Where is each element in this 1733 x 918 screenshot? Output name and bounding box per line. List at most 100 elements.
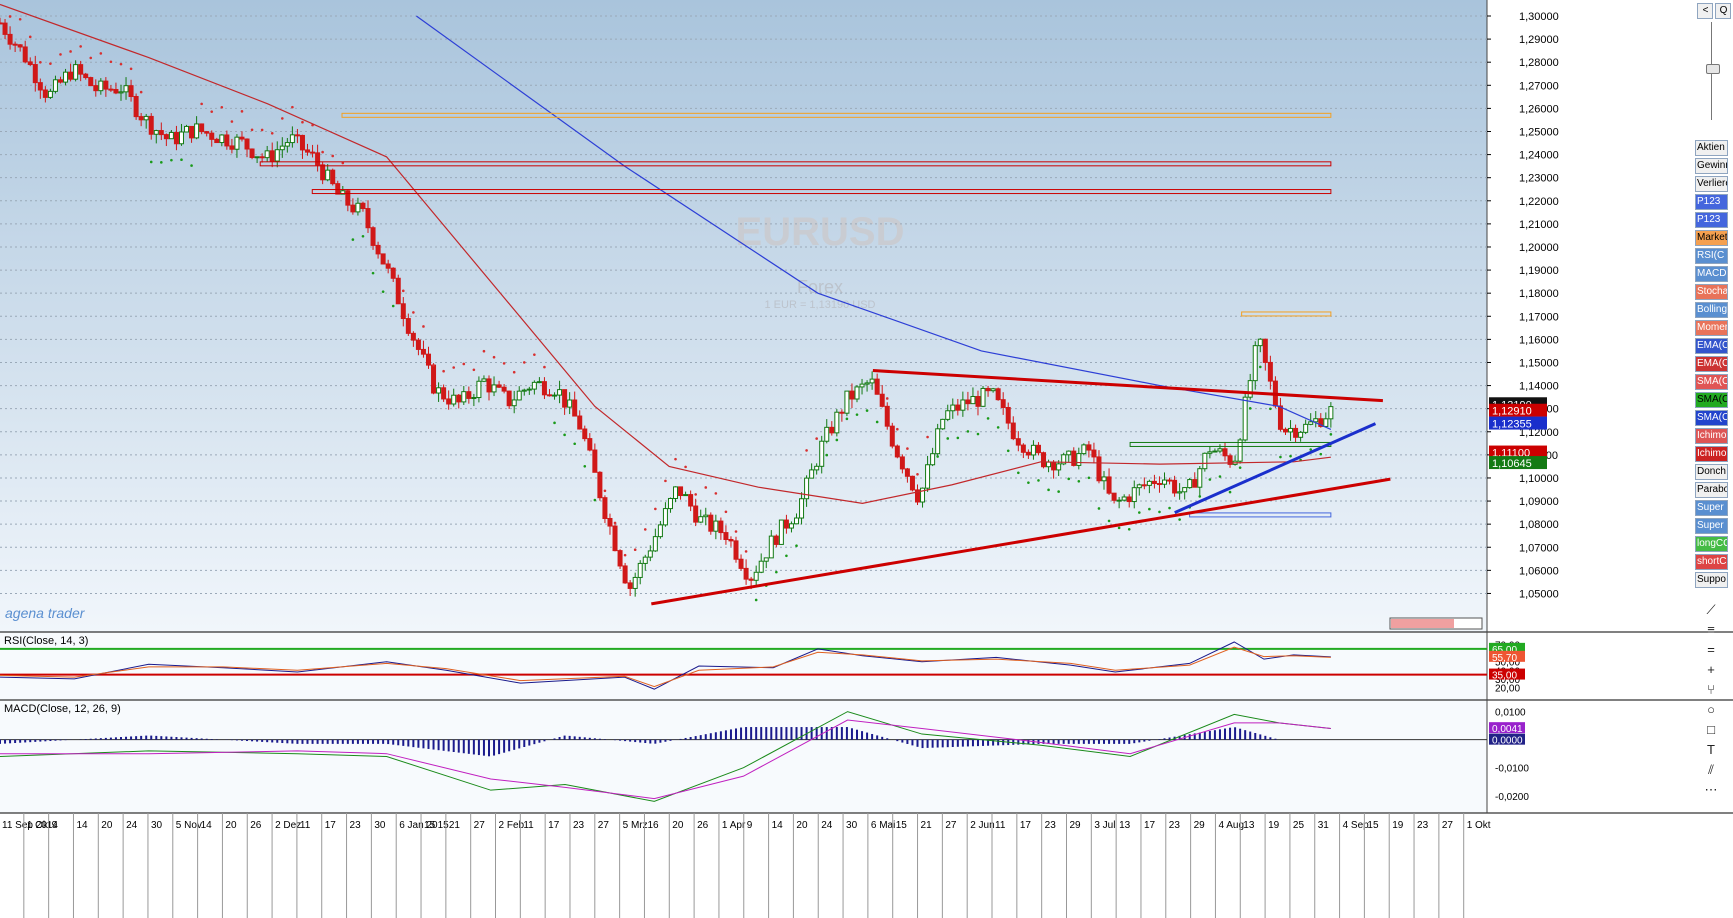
candle-body (199, 123, 205, 133)
psar-dot (1077, 480, 1081, 483)
candle-body (279, 145, 285, 151)
psar-dot (139, 90, 143, 94)
line-tool-icon[interactable]: ⟋ (1706, 602, 1716, 617)
psar-dot (1238, 466, 1242, 469)
indicator-button[interactable]: MACD (1695, 266, 1728, 282)
fork-tool-icon[interactable]: ⑂ (1707, 682, 1715, 697)
candle-body (249, 148, 255, 158)
y-tick-label: 1,06000 (1519, 565, 1559, 577)
candle-body (541, 381, 547, 396)
search-button[interactable]: Q (1715, 3, 1731, 19)
candle-body (163, 134, 169, 140)
candle-body (496, 384, 502, 388)
candle-body (1081, 444, 1087, 455)
candle-body (955, 404, 961, 411)
candle-body (365, 208, 371, 229)
indicator-button[interactable]: Super (1695, 500, 1728, 516)
zoom-slider-thumb[interactable] (1706, 64, 1720, 74)
psar-dot (926, 435, 929, 439)
candle-body (446, 398, 452, 405)
psar-dot (160, 161, 163, 164)
indicator-button[interactable]: Market (1695, 230, 1728, 246)
psar-dot (1127, 527, 1131, 531)
candle-body (461, 391, 467, 403)
back-button[interactable]: < (1697, 3, 1713, 19)
horizontal-level (259, 161, 1332, 167)
x-tick-label: 29 (1194, 820, 1206, 831)
psar-dot (281, 117, 284, 120)
psar-dot (321, 150, 324, 154)
candle-body (47, 90, 53, 98)
indicator-button[interactable]: EMA(C (1695, 338, 1728, 354)
candle-body (839, 411, 845, 414)
candle-body (768, 535, 774, 559)
indicator-button[interactable]: EMA(C (1695, 356, 1728, 372)
psar-dot (1329, 433, 1333, 436)
candle-body (884, 405, 890, 427)
indicator-button[interactable]: Super (1695, 518, 1728, 534)
psar-dot (875, 420, 879, 424)
candle-body (980, 387, 986, 407)
indicator-button[interactable]: Donch (1695, 464, 1728, 480)
hlines-icon[interactable]: ≡ (1707, 622, 1715, 637)
psar-dot (1158, 510, 1161, 514)
psar-dot (684, 465, 687, 469)
ellipse-tool-icon[interactable]: ○ (1707, 702, 1715, 717)
indicator-button[interactable]: P123 (1695, 212, 1728, 228)
channel-tool-icon[interactable]: ⫽ (1708, 762, 1714, 777)
candle-body (264, 150, 270, 159)
candle-body (400, 303, 406, 320)
candle-body (632, 576, 638, 589)
candle-body (1000, 399, 1006, 408)
y-tick-label: 1,25000 (1519, 126, 1559, 138)
x-tick-label: 23 (1169, 820, 1181, 831)
psar-dot (1198, 495, 1202, 498)
indicator-button[interactable]: Verlierer (1695, 176, 1728, 192)
candle-body (617, 550, 623, 567)
indicator-button[interactable]: Moment (1695, 320, 1728, 336)
candle-body (178, 131, 184, 145)
candle-body (673, 486, 679, 499)
indicator-button[interactable]: SMA(C (1695, 410, 1728, 426)
candle-body (123, 85, 129, 93)
candle-body (693, 505, 699, 523)
candle-body (642, 556, 648, 564)
indicator-button[interactable]: longCC (1695, 536, 1728, 552)
x-tick-label: 20 (796, 820, 808, 831)
indicator-button[interactable]: SMA(C (1695, 374, 1728, 390)
indicator-button[interactable]: P123 (1695, 194, 1728, 210)
candle-body (531, 381, 537, 390)
indicator-button[interactable]: Ichimo (1695, 446, 1728, 462)
indicator-button[interactable]: Gewinn (1695, 158, 1728, 174)
indicator-button[interactable]: Aktien (1695, 140, 1728, 156)
candle-body (652, 536, 658, 552)
macd-line (0, 711, 1331, 802)
macd-current-label: 0,0000 (1492, 736, 1523, 747)
candle-body (950, 404, 956, 412)
indicator-button[interactable]: Ichimo (1695, 428, 1728, 444)
indicator-button[interactable]: SMA(C (1695, 392, 1728, 408)
candle-body (1131, 487, 1137, 503)
candle-body (1207, 451, 1213, 454)
indicator-button[interactable]: Stochas (1695, 284, 1728, 300)
indicator-button[interactable]: RSI(C (1695, 248, 1728, 264)
indicator-button[interactable]: shortC (1695, 554, 1728, 570)
equals-icon[interactable]: = (1707, 642, 1715, 657)
text-tool-icon[interactable]: T (1707, 742, 1715, 757)
indicator-button[interactable]: Bolling (1695, 302, 1728, 318)
candle-body (88, 77, 94, 87)
candle-body (168, 131, 174, 140)
indicator-button[interactable]: Suppo (1695, 572, 1728, 588)
indicator-button[interactable]: Parabo (1695, 482, 1728, 498)
candle-body (1030, 444, 1036, 456)
candles-group (0, 17, 1334, 597)
rectangle-tool-icon[interactable]: □ (1707, 722, 1715, 737)
candle-body (587, 438, 593, 451)
psar-dot (49, 62, 52, 65)
candle-body (582, 428, 588, 440)
more-tools-icon[interactable]: ⋯ (1704, 782, 1718, 797)
psar-dot (815, 437, 818, 440)
candle-body (985, 387, 991, 392)
cross-tool-icon[interactable]: + (1707, 662, 1715, 677)
